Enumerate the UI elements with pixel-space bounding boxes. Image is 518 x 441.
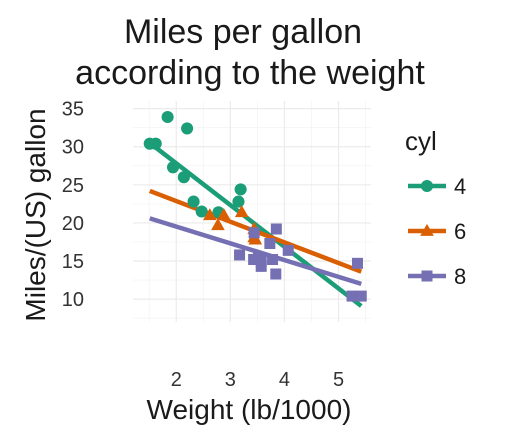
data-point-cyl-4 <box>195 205 208 218</box>
y-tick-label: 20 <box>62 213 84 235</box>
series-cyl-4 <box>143 110 247 219</box>
y-tick-label: 35 <box>62 99 84 121</box>
legend-label: 6 <box>454 219 466 244</box>
data-point-cyl-4 <box>166 161 180 174</box>
data-point-cyl-8 <box>270 268 282 280</box>
legend-key-circle-icon <box>420 179 434 193</box>
data-point-cyl-6 <box>217 208 231 221</box>
data-point-cyl-8 <box>267 254 279 266</box>
data-point-cyl-8 <box>264 238 276 250</box>
chart-title-line-1: Miles per gallon <box>124 13 362 51</box>
series-cyl-8 <box>234 223 367 302</box>
data-point-cyl-6 <box>211 218 225 231</box>
data-point-cyl-4 <box>161 110 174 124</box>
data-point-cyl-8 <box>248 227 260 239</box>
data-point-cyl-4 <box>232 195 245 208</box>
x-tick-label: 5 <box>333 369 344 391</box>
fit-line-cyl-8 <box>149 216 362 287</box>
data-point-cyl-4 <box>177 171 190 184</box>
data-point-cyl-6 <box>234 205 249 218</box>
legend-key-square-icon <box>421 270 433 282</box>
data-point-cyl-4 <box>187 195 200 208</box>
data-point-cyl-6 <box>248 232 263 245</box>
data-point-cyl-4 <box>149 137 162 150</box>
grid <box>133 101 371 322</box>
y-axis-title: Miles/(US) gallon <box>20 108 51 321</box>
y-tick-label: 10 <box>62 289 84 311</box>
data-point-cyl-8 <box>282 244 294 256</box>
data-point-cyl-8 <box>351 257 363 269</box>
y-tick-label: 30 <box>62 137 84 159</box>
data-point-cyl-8 <box>270 223 282 235</box>
legend-item-cyl-8: 8 <box>408 264 466 289</box>
data-point-cyl-8 <box>355 290 367 302</box>
plot-area <box>133 101 371 322</box>
data-point-cyl-4 <box>181 122 194 135</box>
data-point-cyl-6 <box>202 208 217 221</box>
data-points <box>143 110 367 302</box>
x-axis-ticks: 2 3 4 5 <box>171 369 344 391</box>
y-axis-ticks: 10 15 20 25 30 35 <box>62 99 84 312</box>
y-tick-label: 25 <box>62 175 84 197</box>
y-tick-label: 15 <box>62 251 84 273</box>
data-point-cyl-8 <box>234 249 246 261</box>
legend-items: 4 6 8 <box>408 174 466 289</box>
legend-key-triangle-icon <box>420 223 434 236</box>
legend-label: 8 <box>454 264 466 289</box>
legend-title: cyl <box>405 126 437 156</box>
x-tick-label: 4 <box>279 369 290 391</box>
x-tick-label: 3 <box>225 369 236 391</box>
data-point-cyl-8 <box>346 290 358 302</box>
x-tick-label: 2 <box>171 369 182 391</box>
data-point-cyl-4 <box>234 183 247 196</box>
x-axis-title: Weight (lb/1000) <box>147 394 352 425</box>
legend-item-cyl-6: 6 <box>408 219 466 244</box>
data-point-cyl-8 <box>248 254 260 266</box>
legend-item-cyl-4: 4 <box>408 174 466 199</box>
legend-label: 4 <box>454 174 466 199</box>
legend: cyl 4 6 8 <box>405 126 466 289</box>
chart-title-line-2: according to the weight <box>75 54 425 92</box>
data-point-cyl-8 <box>255 255 267 267</box>
